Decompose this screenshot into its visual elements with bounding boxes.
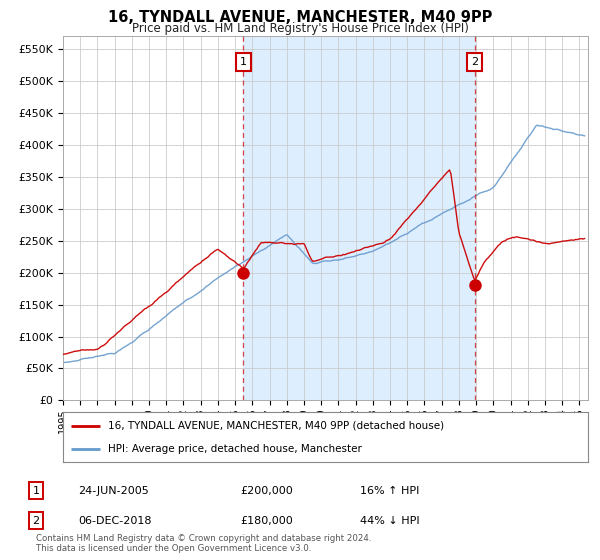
Text: 16, TYNDALL AVENUE, MANCHESTER, M40 9PP (detached house): 16, TYNDALL AVENUE, MANCHESTER, M40 9PP … [107,421,444,431]
Text: 16, TYNDALL AVENUE, MANCHESTER, M40 9PP: 16, TYNDALL AVENUE, MANCHESTER, M40 9PP [108,10,492,25]
Text: Price paid vs. HM Land Registry's House Price Index (HPI): Price paid vs. HM Land Registry's House … [131,22,469,35]
Text: 2: 2 [32,516,40,526]
Text: 1: 1 [32,486,40,496]
Text: 44% ↓ HPI: 44% ↓ HPI [360,516,419,526]
Text: 16% ↑ HPI: 16% ↑ HPI [360,486,419,496]
Text: 1: 1 [240,57,247,67]
Text: Contains HM Land Registry data © Crown copyright and database right 2024.
This d: Contains HM Land Registry data © Crown c… [36,534,371,553]
Text: £180,000: £180,000 [240,516,293,526]
Bar [244,36,475,400]
Text: 24-JUN-2005: 24-JUN-2005 [78,486,149,496]
Text: 06-DEC-2018: 06-DEC-2018 [78,516,151,526]
Text: 2: 2 [472,57,478,67]
Text: £200,000: £200,000 [240,486,293,496]
Text: HPI: Average price, detached house, Manchester: HPI: Average price, detached house, Manc… [107,444,361,454]
